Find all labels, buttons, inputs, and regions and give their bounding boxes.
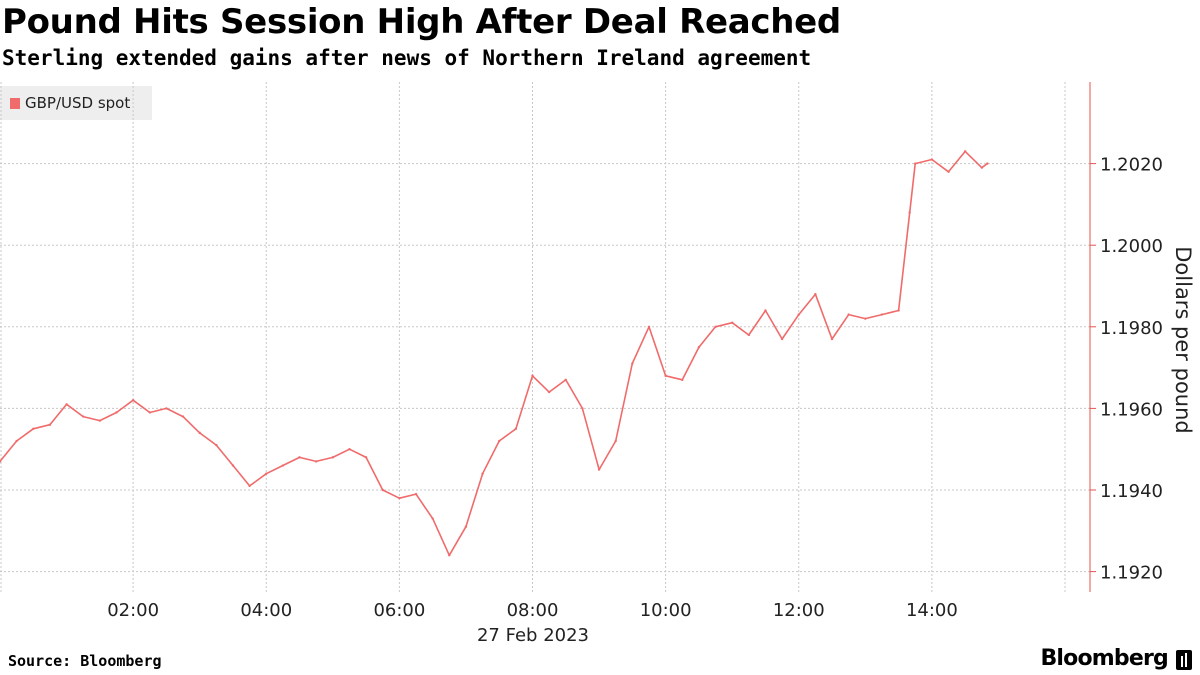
data-point [531,374,534,377]
y-tick-label: 1.2020 [1100,155,1163,176]
data-point [714,325,717,328]
x-tick-label: 06:00 [373,600,425,621]
data-point [198,431,201,435]
x-tick-label: 02:00 [107,600,159,621]
data-point [431,517,434,520]
series-group [0,150,989,557]
data-point [847,313,850,316]
legend-label: GBP/USD spot [25,94,131,112]
data-point [797,313,800,316]
data-point [780,337,784,341]
data-point [880,313,884,316]
data-point [747,333,751,337]
data-point [614,439,617,443]
data-point [181,415,185,418]
data-point [681,378,684,382]
data-point [115,411,118,414]
data-point [930,158,934,161]
brand-logo: Bloomberg [1040,646,1168,671]
data-point [730,321,734,324]
x-tick-label: 12:00 [773,600,825,621]
y-axis-label: Dollars per pound [1171,246,1195,434]
y-tick-label: 1.1940 [1100,481,1163,502]
data-point [348,448,351,451]
data-point [864,317,867,320]
data-point [581,407,584,410]
data-point [764,309,767,312]
legend-swatch [10,97,20,109]
data-point [0,460,2,463]
data-point [148,411,151,414]
data-point [32,427,35,430]
data-point [514,427,518,430]
data-point [564,378,567,382]
data-point [298,456,301,459]
series-line-gbp-usd [0,150,988,557]
y-tick-label: 1.1920 [1100,563,1163,584]
data-point [448,554,451,557]
x-tick-label: 14:00 [906,600,958,621]
x-tick-label: 08:00 [507,600,559,621]
data-point [963,150,967,153]
x-axis-label: 27 Feb 2023 [477,625,589,646]
data-point [464,525,468,528]
data-point [947,170,950,173]
data-point [381,488,384,492]
data-point [914,162,917,165]
x-tick-label: 04:00 [240,600,292,621]
data-point [15,439,18,443]
chart-axes [1089,82,1096,592]
data-point [697,346,701,349]
chart-subtitle: Sterling extended gains after news of No… [2,46,812,70]
data-point [98,419,102,422]
data-point [664,374,667,377]
grid-lines [0,82,1090,592]
data-point [897,309,900,312]
data-point [364,456,368,459]
data-point [631,362,634,365]
data-point [165,407,168,410]
y-tick-label: 1.2000 [1100,236,1163,257]
data-point [414,492,418,496]
data-point [980,166,983,169]
data-point [597,468,601,471]
data-point [331,456,335,459]
x-tick-label: 10:00 [640,600,692,621]
data-point [231,464,235,467]
y-tick-label: 1.1960 [1100,399,1163,420]
data-point [814,292,817,296]
chart-title: Pound Hits Session High After Deal Reach… [2,2,841,42]
bloomberg-chart-icon [1176,650,1192,670]
data-point [830,337,834,341]
data-point [986,162,989,165]
data-point [215,443,218,447]
data-point [398,496,401,500]
data-point [131,399,135,402]
data-point [908,211,911,214]
data-point [265,472,268,475]
data-point [82,415,85,418]
data-point [647,325,651,328]
data-point [498,439,501,443]
data-point [547,390,551,394]
data-point [65,403,68,406]
data-point [281,464,285,467]
chart-legend: GBP/USD spot [0,86,152,120]
tick-labels: 1.2020 1.2000 1.1980 1.1960 1.1940 1.1920 02:0… [107,155,1195,646]
source-note: Source: Bloomberg [8,652,162,670]
data-point [314,460,318,463]
data-point [248,484,251,488]
data-point [481,472,484,475]
data-point [48,423,52,426]
y-tick-label: 1.1980 [1100,318,1163,339]
